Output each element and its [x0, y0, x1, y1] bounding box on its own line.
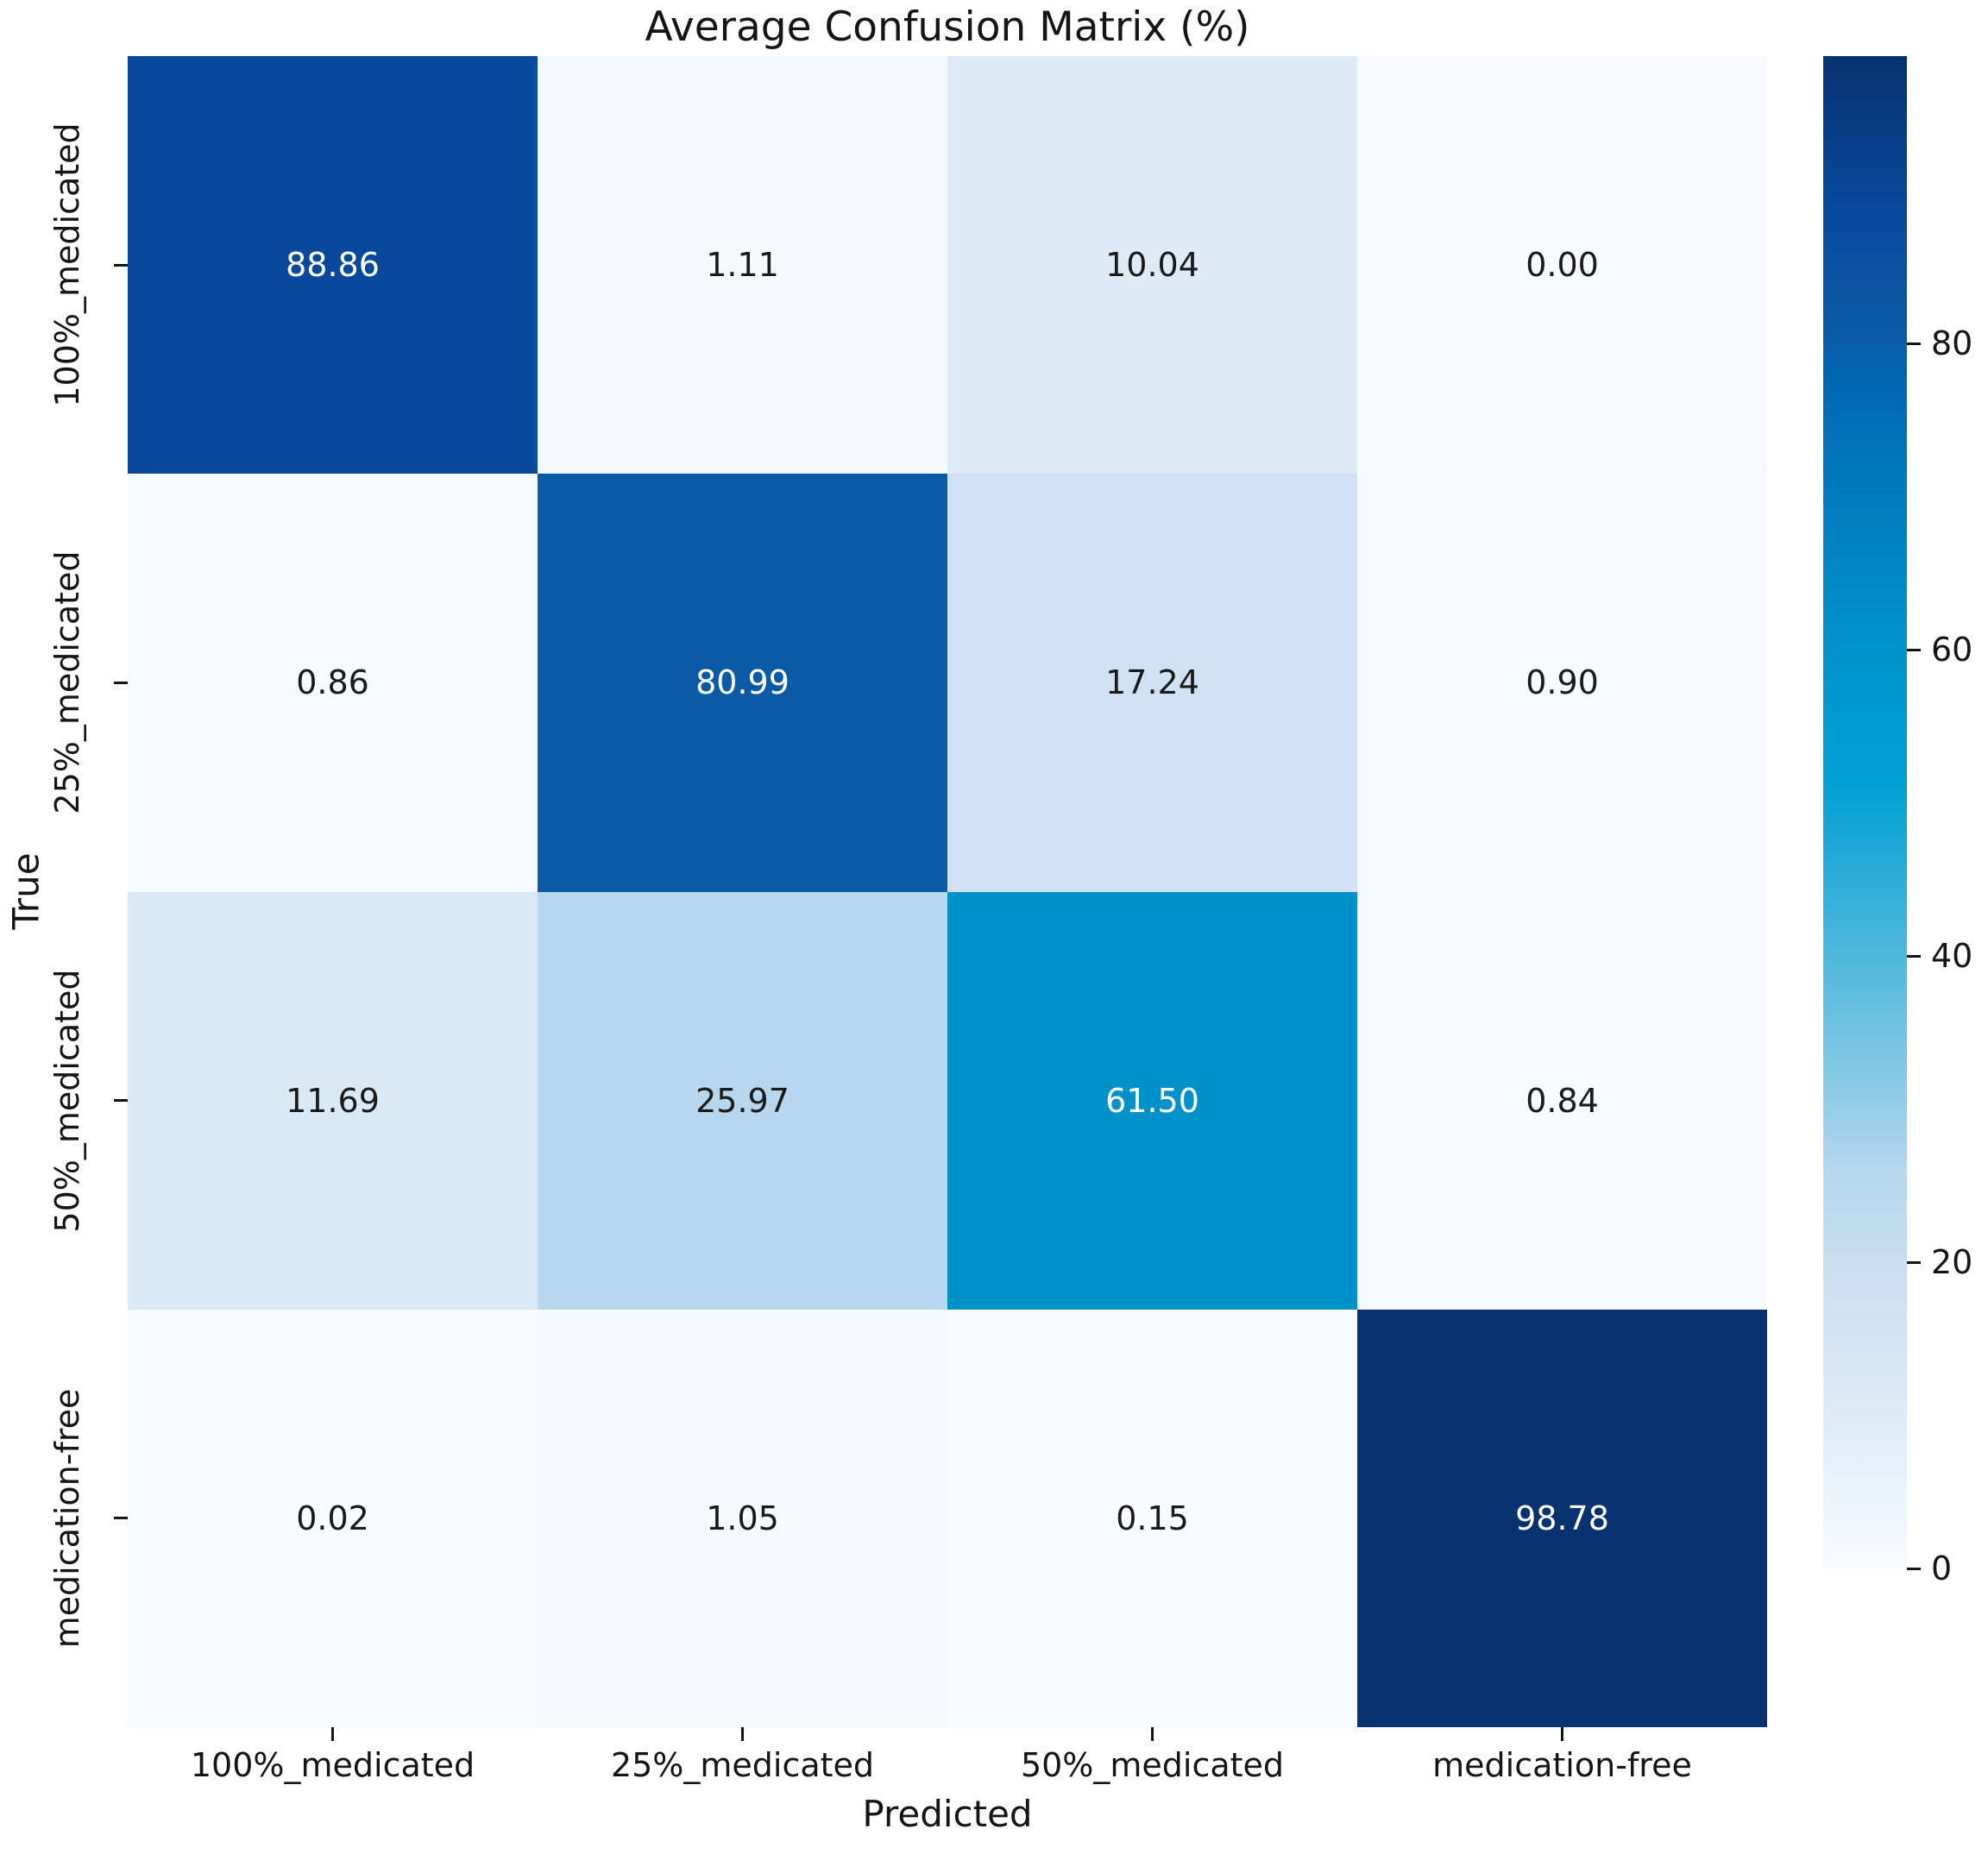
heatmap-cell: 0.84: [1357, 891, 1767, 1310]
heatmap-cell: 10.04: [947, 56, 1357, 474]
heatmap-cell: 1.05: [538, 1309, 947, 1727]
cell-value: 88.86: [286, 246, 380, 285]
x-tick-mark: [331, 1727, 334, 1741]
cell-value: 1.11: [706, 246, 779, 285]
x-axis-label: Predicted: [862, 1793, 1033, 1835]
x-tick-mark: [1561, 1727, 1563, 1741]
heatmap-cell: 61.50: [947, 891, 1357, 1310]
y-tick-mark: [114, 1099, 128, 1103]
heatmap-cell: 80.99: [538, 474, 947, 892]
y-tick-label: 25%_medicated: [48, 550, 86, 814]
cell-value: 80.99: [695, 663, 790, 702]
cell-value: 0.00: [1526, 246, 1599, 285]
colorbar-tick-mark: [1907, 342, 1921, 345]
y-tick-mark: [114, 681, 128, 684]
x-tick-label: 25%_medicated: [610, 1746, 875, 1784]
y-tick-label: 100%_medicated: [48, 123, 86, 407]
heatmap-cell: 25.97: [538, 891, 947, 1310]
cell-value: 0.84: [1526, 1081, 1599, 1120]
y-axis-label: True: [4, 852, 47, 930]
y-tick-label: 50%_medicated: [48, 969, 86, 1233]
colorbar-tick-label: 0: [1931, 1549, 1953, 1587]
heatmap-cell: 0.90: [1357, 474, 1767, 892]
cell-value: 10.04: [1105, 246, 1199, 285]
colorbar-tick-label: 60: [1931, 631, 1973, 669]
colorbar-tick-mark: [1907, 1260, 1921, 1264]
heatmap-cell: 1.11: [538, 56, 947, 474]
colorbar: [1823, 56, 1907, 1568]
x-tick-label: medication-free: [1432, 1746, 1692, 1784]
cell-value: 0.90: [1526, 663, 1599, 702]
heatmap-cell: 0.86: [128, 474, 538, 892]
cell-value: 0.15: [1116, 1499, 1189, 1537]
x-tick-label: 100%_medicated: [190, 1746, 475, 1784]
heatmap-cell: 0.02: [128, 1309, 538, 1727]
heatmap-cell: 17.24: [947, 474, 1357, 892]
heatmap-cell: 88.86: [128, 56, 538, 474]
heatmap-cell: 0.00: [1357, 56, 1767, 474]
heatmap-grid: 88.86 1.11 10.04 0.00 0.86 80.99 17.24 0.90 11.6…: [128, 56, 1767, 1727]
cell-value: 11.69: [286, 1081, 380, 1120]
colorbar-tick-mark: [1907, 648, 1921, 651]
cell-value: 1.05: [706, 1499, 779, 1537]
chart-title: Average Confusion Matrix (%): [645, 3, 1250, 51]
colorbar-tick-mark: [1907, 954, 1921, 958]
cell-value: 25.97: [695, 1081, 790, 1120]
cell-value: 0.86: [296, 663, 369, 702]
y-tick-mark: [114, 1517, 128, 1520]
x-tick-mark: [1151, 1727, 1154, 1741]
x-tick-label: 50%_medicated: [1020, 1746, 1285, 1784]
y-tick-label: medication-free: [48, 1388, 86, 1649]
cell-value: 0.02: [296, 1499, 369, 1537]
colorbar-tick-label: 20: [1931, 1243, 1973, 1282]
heatmap-cell: 0.15: [947, 1309, 1357, 1727]
cell-value: 61.50: [1105, 1081, 1199, 1120]
colorbar-tick-label: 40: [1931, 937, 1973, 976]
heatmap-cell: 98.78: [1357, 1309, 1767, 1727]
y-tick-mark: [114, 263, 128, 267]
cell-value: 17.24: [1105, 663, 1199, 702]
heatmap-cell: 11.69: [128, 891, 538, 1310]
x-tick-mark: [741, 1727, 744, 1741]
colorbar-tick-mark: [1907, 1567, 1921, 1570]
colorbar-tick-label: 80: [1931, 324, 1973, 363]
cell-value: 98.78: [1515, 1499, 1609, 1537]
